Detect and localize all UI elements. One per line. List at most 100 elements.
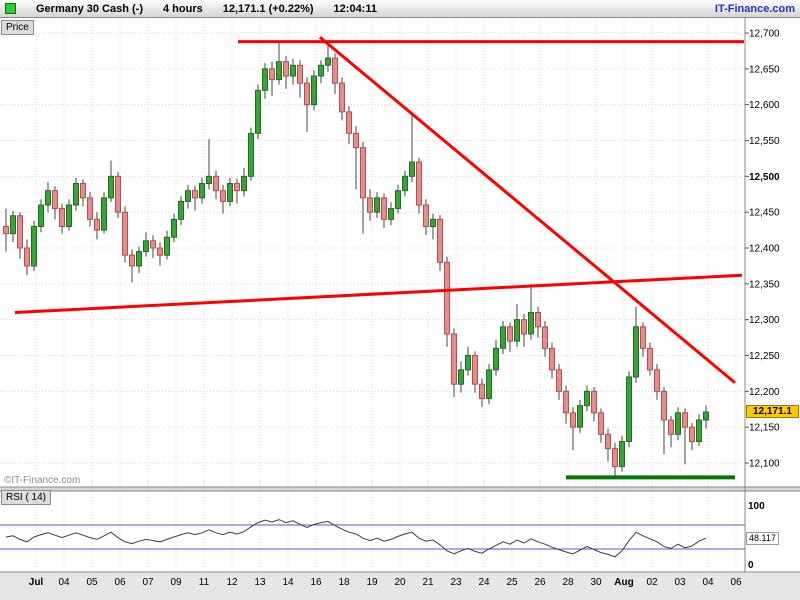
candle-body [17, 215, 23, 249]
candle-body [661, 390, 667, 421]
date-axis-label: 04 [702, 577, 714, 588]
candle-body [472, 355, 478, 385]
candles [3, 40, 709, 479]
price-axis-label: 12,400 [749, 244, 780, 255]
candle-body [374, 197, 380, 213]
price-axis-label: 12,150 [749, 423, 780, 434]
candle-body [276, 61, 282, 81]
date-axis-labels: Jul 04 05 06 07 09 11 12 13 14 16 18 19 20 21 23 24 25 26 2… [29, 577, 742, 588]
timeframe-label: 4 hours [162, 2, 203, 15]
candle-body [542, 326, 548, 349]
date-axis-label: 07 [142, 577, 154, 588]
candle-body [199, 183, 205, 199]
rsi-axis-top-label: 100 [748, 501, 765, 512]
date-axis-label: 04 [58, 577, 70, 588]
date-axis-label: 28 [562, 577, 574, 588]
candle-body [227, 183, 233, 202]
candle-body [241, 175, 247, 192]
candle-body [73, 183, 79, 206]
candle-body [318, 64, 324, 77]
chart-canvas[interactable]: 12,700 12,650 12,600 12,550 12,500 12,450 12,4… [0, 18, 800, 600]
candle-body [430, 218, 436, 227]
date-axis-label: 19 [366, 577, 378, 588]
candle-body [115, 175, 121, 213]
date-axis-strip [0, 572, 800, 600]
candle-body [178, 200, 184, 220]
date-axis-label: 25 [506, 577, 518, 588]
candle-body [234, 183, 240, 192]
trend-line [319, 36, 736, 384]
candle-body [402, 175, 408, 192]
date-axis-label: 16 [310, 577, 322, 588]
date-axis-label: 12 [226, 577, 238, 588]
date-axis-label: 03 [674, 577, 686, 588]
candle-body [304, 82, 310, 106]
price-axis: 12,700 12,650 12,600 12,550 12,500 12,450 12,4… [0, 18, 800, 573]
candle-body [38, 204, 44, 227]
candle-body [87, 197, 93, 220]
price-axis-label: 12,600 [749, 100, 780, 111]
candle-body [577, 405, 583, 428]
date-axis-label: 09 [170, 577, 182, 588]
candle-body [136, 251, 142, 267]
candle-body [703, 411, 709, 421]
price-axis-label: 12,450 [749, 208, 780, 219]
candle-body [514, 319, 520, 342]
date-axis-label: 18 [338, 577, 350, 588]
price-panel-tab[interactable]: Price [1, 20, 34, 35]
instrument-status-icon [5, 3, 16, 14]
date-axis-label: 20 [394, 577, 406, 588]
candle-body [255, 89, 261, 134]
candle-body [150, 240, 156, 249]
copyright-watermark: ©IT-Finance.com [4, 475, 81, 486]
quote-label: 12,171.1 (+0.22%) [222, 2, 314, 15]
candle-body [297, 64, 303, 84]
candle-body [640, 326, 646, 349]
candle-body [500, 326, 506, 349]
candle-body [248, 132, 254, 177]
candle-body [262, 68, 268, 91]
rsi-line [5, 519, 707, 558]
trend-lines [14, 36, 744, 480]
date-axis-label: 05 [86, 577, 98, 588]
brand-link[interactable]: IT-Finance.com [714, 2, 795, 15]
price-axis-label: 12,250 [749, 351, 780, 362]
candle-body [388, 208, 394, 220]
candle-body [290, 64, 296, 77]
candle-body [416, 161, 422, 206]
date-axis-label: 02 [646, 577, 658, 588]
candle-body [563, 390, 569, 414]
candle-body [101, 197, 107, 231]
price-axis-label: 12,500 [749, 172, 780, 183]
date-axis-label: 21 [422, 577, 434, 588]
candle-body [423, 204, 429, 227]
candle-body [528, 312, 534, 335]
candle-body [696, 419, 702, 442]
candle-body [3, 226, 9, 235]
price-axis-label: 12,300 [749, 315, 780, 326]
candle-body [647, 347, 653, 371]
candle-body [129, 254, 135, 267]
date-axis-label: 11 [199, 577, 210, 588]
candle-body [157, 247, 163, 256]
candle-body [591, 390, 597, 414]
date-axis-label: Jul [29, 577, 44, 588]
candle-body [143, 240, 149, 253]
candle-body [451, 333, 457, 385]
price-axis-label: 12,550 [749, 136, 780, 147]
candle-body [598, 412, 604, 435]
date-axis-label: 23 [450, 577, 462, 588]
title-bar: Germany 30 Cash (-) 4 hours 12,171.1 (+0… [0, 0, 800, 18]
rsi-panel-tab[interactable]: RSI ( 14) [1, 490, 52, 505]
candle-body [185, 190, 191, 202]
candle-body [45, 190, 51, 206]
instrument-name: Germany 30 Cash (-) [36, 2, 143, 15]
candle-body [584, 390, 590, 407]
candle-body [339, 82, 345, 113]
candle-body [507, 326, 513, 342]
candle-body [164, 236, 170, 256]
price-axis-label: 12,650 [749, 64, 780, 75]
candle-body [171, 218, 177, 238]
candle-body [346, 111, 352, 134]
